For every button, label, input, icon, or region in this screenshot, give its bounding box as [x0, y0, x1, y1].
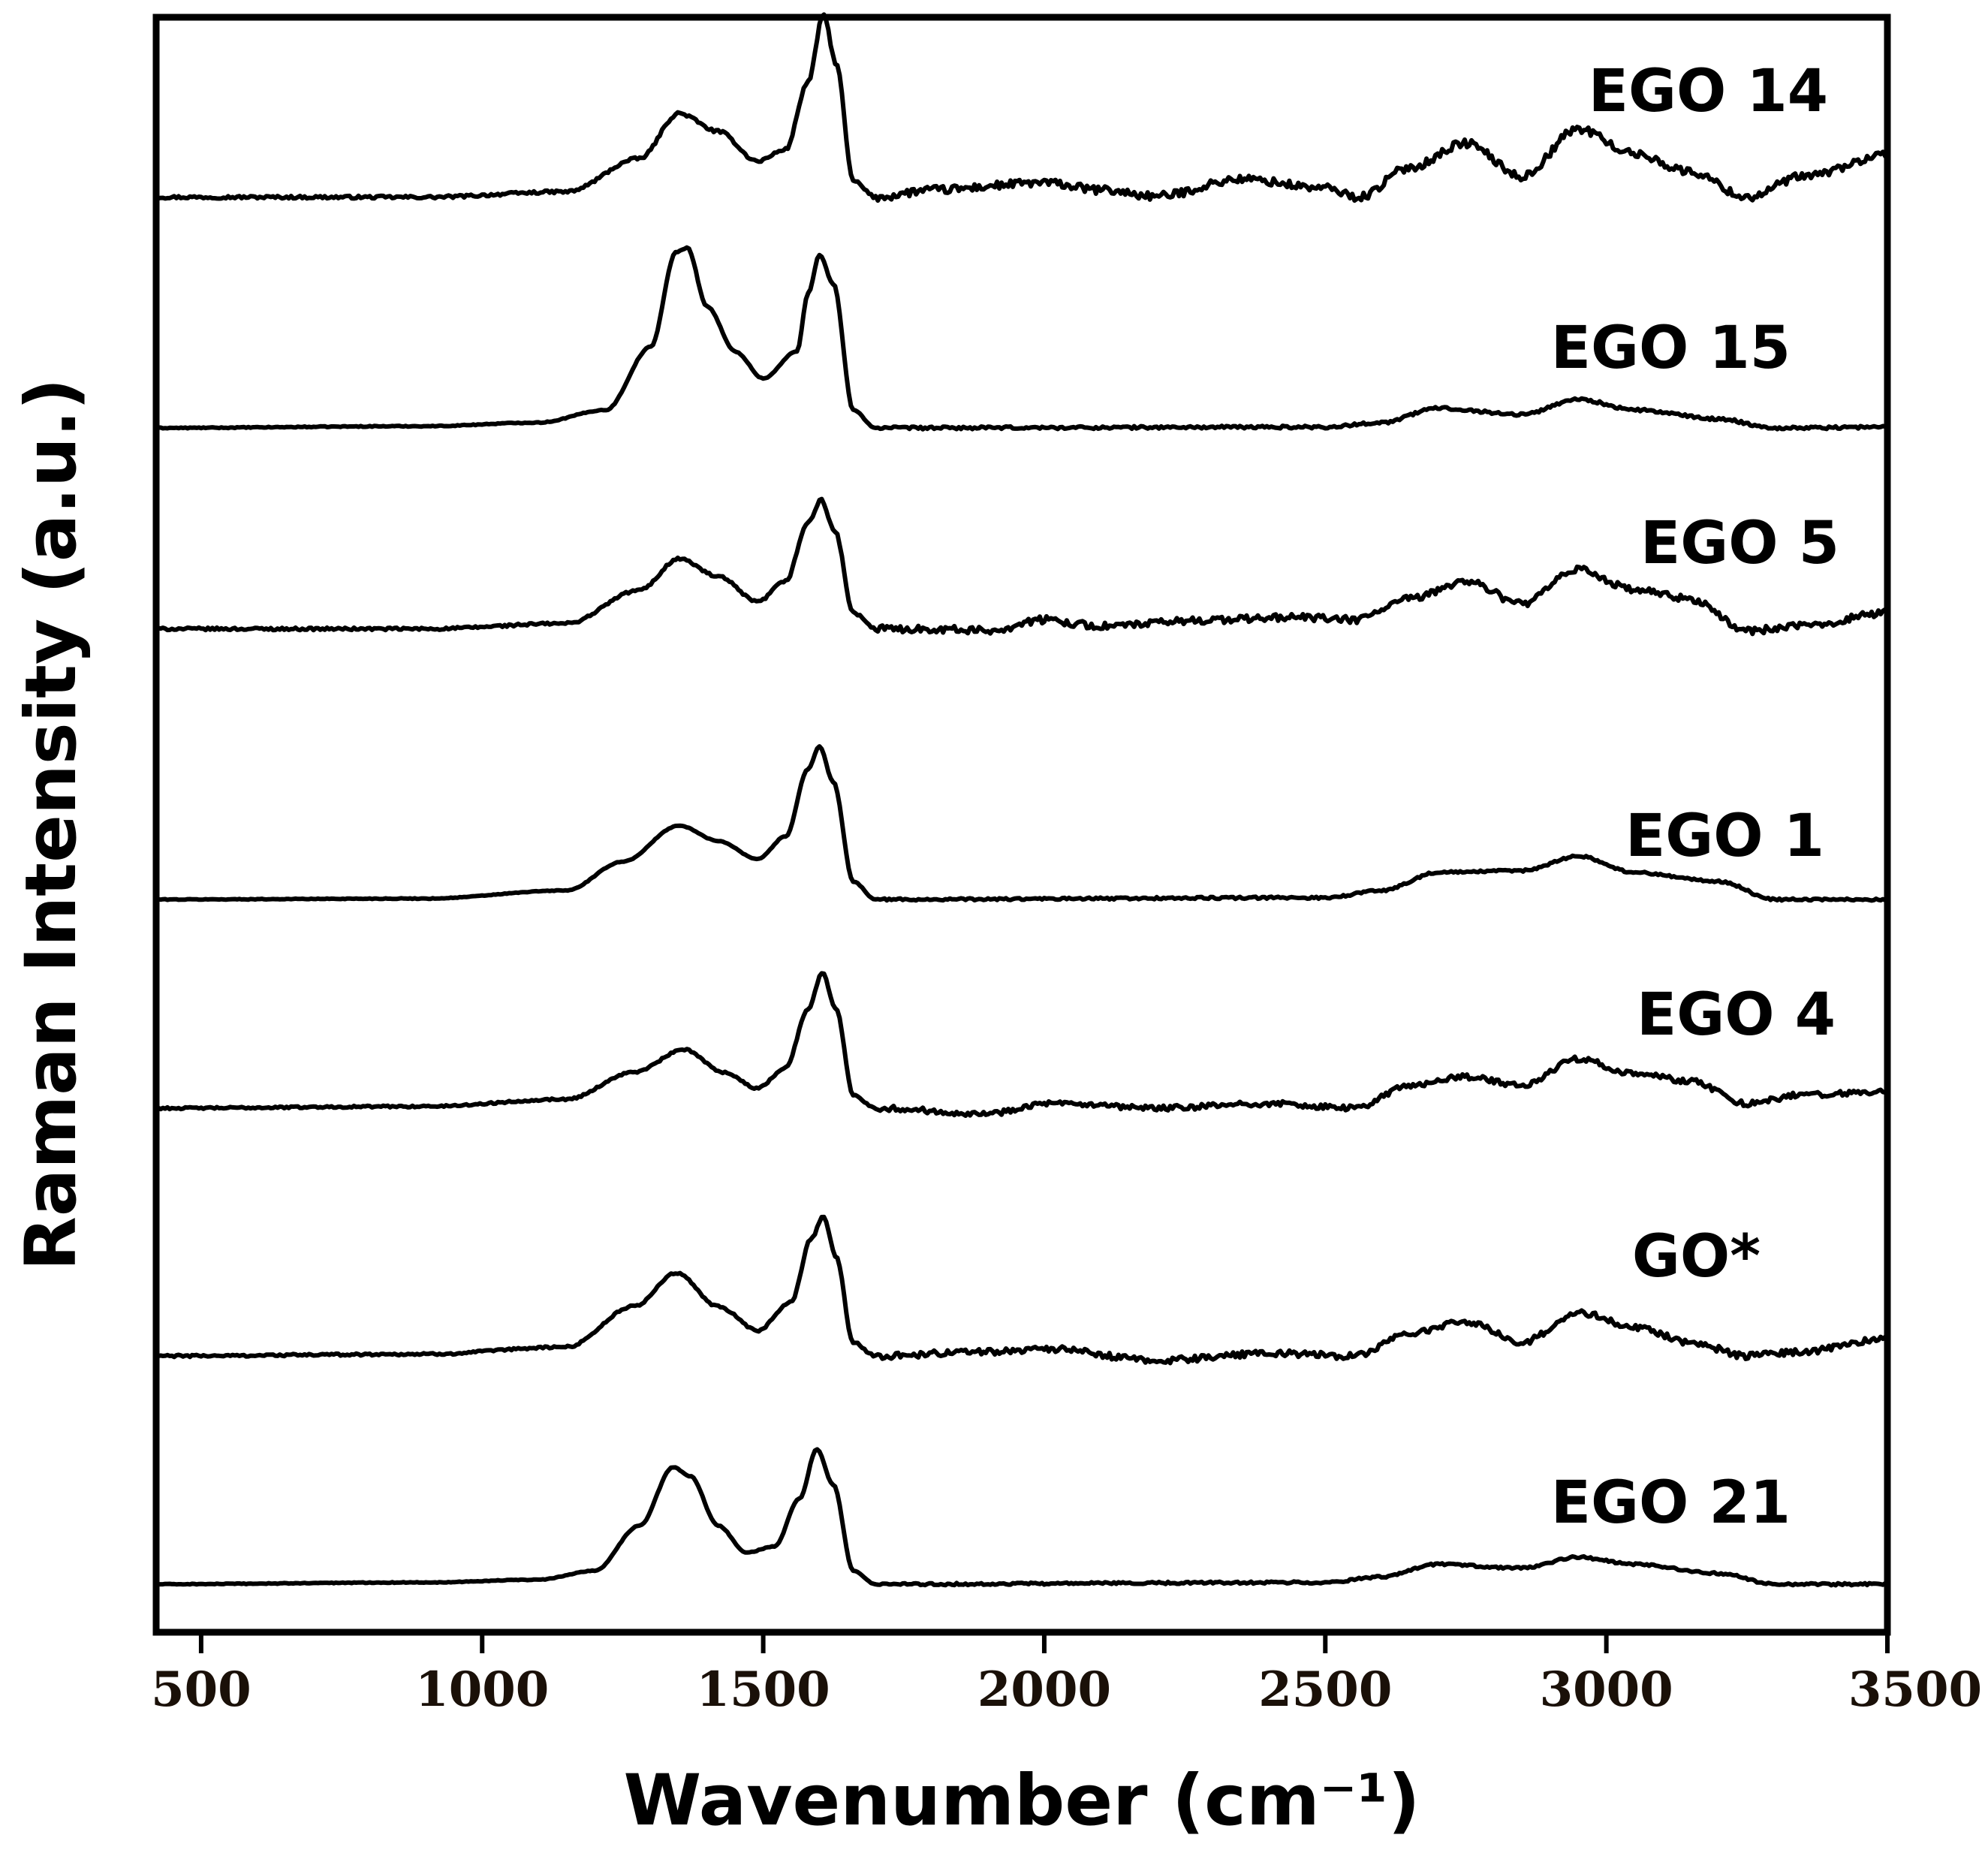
series-label-ego-5: EGO 5 [1640, 510, 1839, 577]
x-tick-label-500: 500 [151, 1662, 252, 1718]
series-label-ego-21: EGO 21 [1551, 1469, 1791, 1537]
x-tick-label-2000: 2000 [977, 1662, 1111, 1718]
series-line-go- [154, 1214, 1890, 1366]
plot-frame [152, 14, 1891, 1636]
series-line-ego-4 [154, 971, 1890, 1118]
series-line-ego-5 [154, 496, 1890, 637]
series-line-ego-1 [154, 744, 1890, 903]
series-line-ego-15 [154, 245, 1890, 432]
x-axis-ticks [198, 1632, 1890, 1653]
x-tick-label-1500: 1500 [697, 1662, 830, 1718]
series-label-ego-4: EGO 4 [1637, 981, 1836, 1049]
y-axis-title: Raman Intensity (a.u.) [11, 378, 92, 1270]
spectra-traces [154, 12, 1890, 1588]
series-label-ego-1: EGO 1 [1625, 803, 1824, 870]
series-label-ego-15: EGO 15 [1551, 315, 1791, 382]
series-line-ego-14 [154, 12, 1890, 203]
series-labels: EGO 14 EGO 15 EGO 5 EGO 1 EGO 4 GO* EGO 21 [1551, 58, 1839, 1537]
x-axis-title: Wavenumber (cm⁻¹) [623, 1760, 1420, 1842]
x-tick-label-3000: 3000 [1540, 1662, 1673, 1718]
series-label-ego-14: EGO 14 [1589, 58, 1828, 125]
x-tick-label-2500: 2500 [1258, 1662, 1392, 1718]
series-line-ego-21 [154, 1447, 1890, 1588]
x-tick-label-1000: 1000 [415, 1662, 549, 1718]
series-label-go-: GO* [1632, 1223, 1761, 1291]
x-axis-tick-labels: 500 1000 1500 2000 2500 3000 3500 [151, 1662, 1982, 1718]
x-tick-label-3500: 3500 [1848, 1662, 1982, 1718]
